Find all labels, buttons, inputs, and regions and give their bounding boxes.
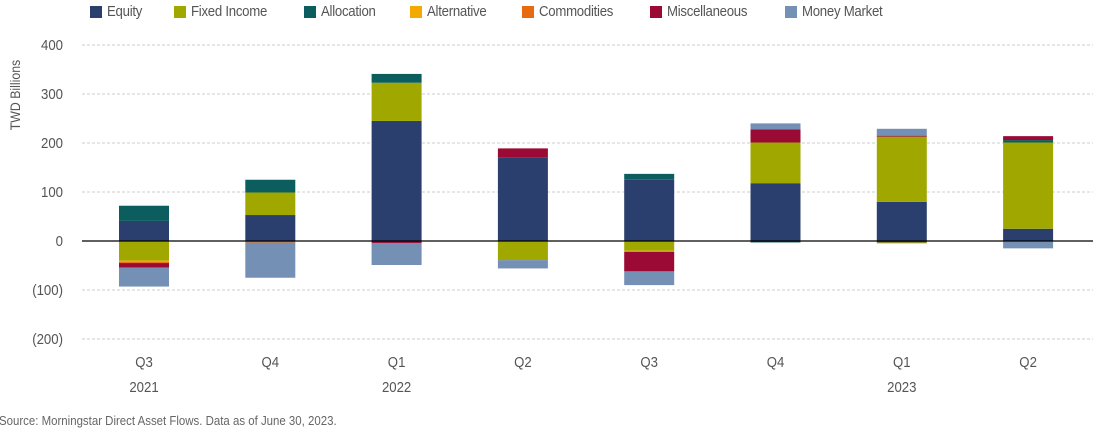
bar-segment-fixed-income (750, 142, 801, 184)
bar-segment-commodities (119, 262, 169, 264)
bar-segment-allocation (1003, 140, 1054, 143)
legend-item-fixed-income: Fixed Income (173, 3, 277, 20)
bar-segment-equity (497, 157, 548, 241)
legend-item-money-market: Money Market (785, 3, 893, 20)
bar-segment-allocation (750, 241, 801, 243)
legend-swatch (90, 5, 102, 18)
bar-segment-equity (1003, 228, 1054, 241)
x-tick-label-year: 2023 (887, 378, 916, 395)
bar-segment-fixed-income (624, 241, 675, 251)
bar-segment-alternative (624, 250, 675, 252)
bar-segment-alternative (876, 242, 927, 244)
bar-segment-equity (119, 220, 169, 241)
bar-segment-allocation (876, 241, 927, 243)
bar-segment-fixed-income (245, 192, 296, 216)
bar-segment-miscellaneous (876, 135, 927, 137)
bar-segment-miscellaneous (1003, 136, 1054, 141)
x-tick-label-quarter: Q3 (640, 353, 658, 370)
legend-item-equity: Equity (90, 3, 147, 20)
legend-swatch (410, 5, 423, 18)
bar-segment-equity (245, 215, 296, 241)
legend-item-allocation: Allocation (304, 3, 383, 20)
y-tick-label: 100 (41, 183, 63, 200)
x-tick-label-quarter: Q2 (1019, 353, 1037, 370)
source-note: Source: Morningstar Direct Asset Flows. … (0, 413, 337, 428)
bar-segment-money-market (876, 128, 927, 136)
y-tick-label: 300 (41, 85, 63, 102)
y-tick-label: 200 (41, 134, 63, 151)
bar-segment-fixed-income (876, 136, 927, 202)
bar-segment-allocation (624, 173, 675, 180)
bar-segment-equity (876, 201, 927, 241)
bar-segment-fixed-income (119, 241, 169, 261)
legend-label: Alternative (427, 3, 487, 20)
legend-label: Fixed Income (190, 3, 267, 20)
bar-segment-miscellaneous (371, 241, 422, 243)
legend-swatch (173, 5, 186, 18)
x-tick-label-year: 2021 (129, 378, 158, 395)
legend-item-alternative: Alternative (410, 3, 495, 20)
chart-legend: Equity Fixed Income Allocation Alternative C… (90, 3, 921, 20)
y-axis-title: TWD Billions (7, 59, 23, 130)
bar-segment-commodities (245, 241, 296, 243)
bar-segment-money-market (624, 271, 675, 286)
bar-segment-miscellaneous (624, 251, 675, 272)
bar-segment-money-market (1003, 241, 1054, 249)
bar-segment-money-market (371, 242, 422, 266)
bar-segment-fixed-income (497, 241, 548, 260)
x-tick-label-quarter: Q1 (388, 353, 406, 370)
legend-swatch (785, 5, 798, 18)
y-tick-label: 0 (56, 232, 63, 249)
bar-segment-money-market (245, 242, 296, 278)
x-tick-label-quarter: Q1 (893, 353, 911, 370)
bar-segment-money-market (750, 123, 801, 130)
legend-label: Miscellaneous (667, 3, 748, 20)
bar-segment-fixed-income (1003, 142, 1054, 229)
y-tick-label: (200) (32, 330, 63, 347)
bar-segment-miscellaneous (750, 129, 801, 143)
legend-swatch (521, 5, 534, 18)
y-tick-label: 400 (41, 36, 63, 53)
bar-segment-equity (624, 179, 675, 241)
bar-segment-equity (750, 183, 801, 241)
x-tick-label-quarter: Q2 (514, 353, 532, 370)
legend-label: Allocation (321, 3, 376, 20)
bar-segment-fixed-income (371, 82, 422, 121)
y-tick-label: (100) (32, 281, 63, 298)
x-tick-label-year: 2022 (382, 378, 411, 395)
bar-segment-equity (371, 120, 422, 241)
x-tick-label-quarter: Q3 (135, 353, 153, 370)
legend-label: Equity (107, 3, 143, 20)
legend-swatch (650, 5, 663, 18)
x-tick-label-quarter: Q4 (767, 353, 785, 370)
bar-segment-miscellaneous (119, 263, 169, 268)
legend-label: Money Market (802, 3, 883, 20)
bar-segment-allocation (119, 205, 169, 221)
legend-swatch (304, 5, 317, 18)
bar-segment-commodities (497, 259, 548, 261)
bar-segment-alternative (119, 260, 169, 263)
bar-segment-money-market (497, 260, 548, 269)
bar-segment-miscellaneous (497, 148, 548, 158)
legend-item-commodities: Commodities (521, 3, 623, 20)
bar-segment-allocation (371, 73, 422, 83)
bar-segment-allocation (245, 179, 296, 193)
legend-label: Commodities (538, 3, 614, 20)
bar-segment-money-market (119, 267, 169, 287)
legend-item-miscellaneous: Miscellaneous (650, 3, 758, 20)
x-tick-label-quarter: Q4 (262, 353, 280, 370)
